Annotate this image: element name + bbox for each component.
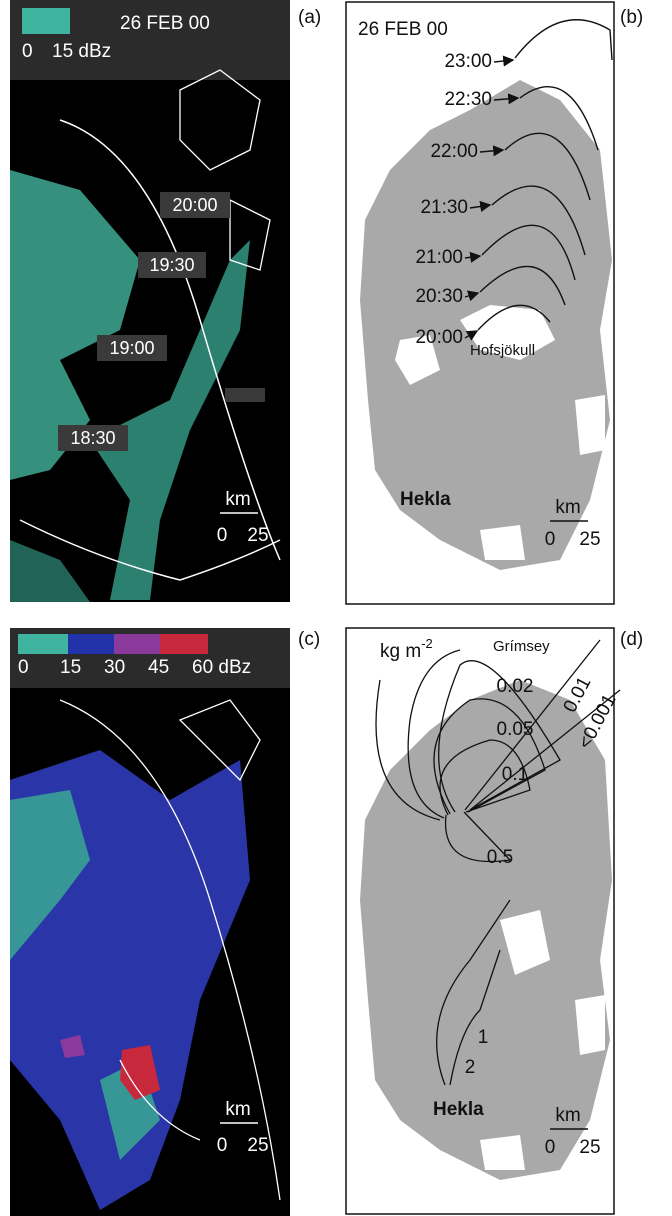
- panel-a: 26 FEB 00 0 15 dBz 20:00 19:30 19:00 18:…: [10, 0, 290, 602]
- place-label: Hofsjökull: [470, 342, 535, 359]
- panel-label: (b): [620, 7, 643, 28]
- scale-unit: km: [225, 1099, 250, 1120]
- unit-text: kg m: [380, 641, 421, 662]
- legend-label: 60 dBz: [192, 657, 251, 678]
- time-label: 19:30: [149, 255, 194, 275]
- legend-label: 0: [22, 41, 33, 62]
- place-label: Hekla: [433, 1099, 484, 1120]
- scale-tick: 0: [217, 525, 228, 546]
- time-label: 20:00: [172, 195, 217, 215]
- legend-label: 45: [148, 657, 169, 678]
- date: 26 FEB 00: [120, 13, 210, 34]
- figure: 26 FEB 00 0 15 dBz 20:00 19:30 19:00 18:…: [0, 0, 672, 1216]
- time-label: 23:00: [444, 51, 492, 72]
- legend-label: 0: [18, 657, 29, 678]
- legend-label: 15 dBz: [52, 41, 111, 62]
- panel-b: 26 FEB 00 23:00 22:30 22:00 21:30 21:00 …: [346, 2, 614, 604]
- contour-label: 2: [465, 1057, 476, 1078]
- time-label: 22:30: [444, 89, 492, 110]
- scale-tick: 25: [579, 1137, 600, 1158]
- panel-label: (c): [298, 629, 320, 650]
- place-label: Hekla: [400, 489, 451, 510]
- scale-tick: 25: [247, 1135, 268, 1156]
- time-label: 20:30: [415, 286, 463, 307]
- panel-c: 0 15 30 45 60 dBz km 0 25: [10, 628, 290, 1216]
- contour-label: 0.05: [497, 719, 534, 740]
- contour-label: 0.5: [487, 847, 513, 868]
- scale-unit: km: [555, 497, 580, 518]
- contour-label: 1: [478, 1027, 489, 1048]
- date: 26 FEB 00: [358, 19, 448, 40]
- contour-label: 0.1: [502, 764, 528, 785]
- time-label: 20:00: [415, 327, 463, 348]
- unit-superscript: -2: [421, 636, 433, 651]
- legend-label: 30: [104, 657, 125, 678]
- scale-tick: 25: [579, 529, 600, 550]
- scale-tick: 25: [247, 525, 268, 546]
- panel-label: (d): [620, 629, 643, 650]
- time-label: 21:30: [420, 197, 468, 218]
- panel-d: kg m-2 Grímsey 0.02 0.05 0.1 0.5 1 2 0.0…: [346, 628, 621, 1214]
- time-label: 22:00: [430, 141, 478, 162]
- place-label: Grímsey: [493, 638, 550, 655]
- scale-unit: km: [555, 1105, 580, 1126]
- time-label: 21:00: [415, 247, 463, 268]
- scale-tick: 0: [217, 1135, 228, 1156]
- time-label: 18:30: [70, 428, 115, 448]
- scale-unit: km: [225, 489, 250, 510]
- contour-label: 0.02: [497, 676, 534, 697]
- legend-label: 15: [60, 657, 81, 678]
- time-label: 19:00: [109, 338, 154, 358]
- panel-label: (a): [298, 7, 321, 28]
- scale-tick: 0: [545, 529, 556, 550]
- scale-tick: 0: [545, 1137, 556, 1158]
